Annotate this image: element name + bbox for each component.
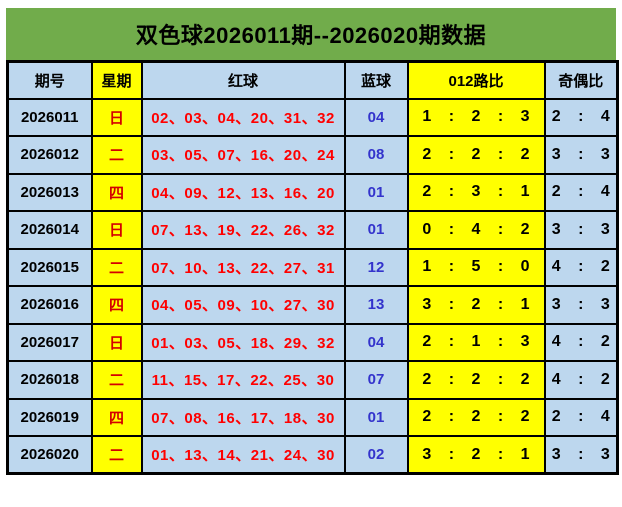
period-cell: 2026012 xyxy=(6,135,93,175)
period-cell: 2026018 xyxy=(6,360,93,400)
road-ratio-cell: 3 : 2 : 1 xyxy=(406,285,546,325)
weekday-cell: 四 xyxy=(90,285,143,325)
period-cell: 2026020 xyxy=(6,435,93,475)
table-row: 2026017 日 01、03、05、18、29、32 04 2 : 1 : 3… xyxy=(6,322,619,362)
road-ratio-cell: 2 : 3 : 1 xyxy=(406,172,546,212)
table-row: 2026018 二 11、15、17、22、25、30 07 2 : 2 : 2… xyxy=(6,360,619,400)
red-balls-cell: 03、05、07、16、20、24 xyxy=(140,135,346,175)
odd-even-cell: 3 : 3 xyxy=(543,435,619,475)
red-balls-cell: 07、13、19、22、26、32 xyxy=(140,210,346,250)
page-title: 双色球2026011期--2026020期数据 xyxy=(135,23,487,48)
odd-even-cell: 4 : 2 xyxy=(543,247,619,287)
period-cell: 2026014 xyxy=(6,210,93,250)
red-balls-cell: 04、09、12、13、16、20 xyxy=(140,172,346,212)
red-balls-cell: 01、13、14、21、24、30 xyxy=(140,435,346,475)
weekday-cell: 四 xyxy=(90,172,143,212)
odd-even-cell: 3 : 3 xyxy=(543,210,619,250)
blue-ball-cell: 02 xyxy=(343,435,409,475)
weekday-cell: 二 xyxy=(90,247,143,287)
col-header-blue-ball: 蓝球 xyxy=(343,60,409,100)
road-ratio-cell: 2 : 2 : 2 xyxy=(406,360,546,400)
road-ratio-cell: 2 : 2 : 2 xyxy=(406,397,546,437)
red-balls-cell: 04、05、09、10、27、30 xyxy=(140,285,346,325)
blue-ball-cell: 01 xyxy=(343,172,409,212)
weekday-cell: 二 xyxy=(90,360,143,400)
road-ratio-cell: 2 : 1 : 3 xyxy=(406,322,546,362)
blue-ball-cell: 01 xyxy=(343,210,409,250)
red-balls-cell: 02、03、04、20、31、32 xyxy=(140,97,346,137)
lottery-table: 期号 星期 红球 蓝球 012路比 奇偶比 2026011 日 02、03、04… xyxy=(6,60,619,475)
odd-even-cell: 3 : 3 xyxy=(543,135,619,175)
odd-even-cell: 2 : 4 xyxy=(543,172,619,212)
road-ratio-cell: 1 : 5 : 0 xyxy=(406,247,546,287)
blue-ball-cell: 07 xyxy=(343,360,409,400)
weekday-cell: 四 xyxy=(90,397,143,437)
period-cell: 2026013 xyxy=(6,172,93,212)
table-row: 2026016 四 04、05、09、10、27、30 13 3 : 2 : 1… xyxy=(6,285,619,325)
blue-ball-cell: 12 xyxy=(343,247,409,287)
weekday-cell: 日 xyxy=(90,97,143,137)
red-balls-cell: 07、10、13、22、27、31 xyxy=(140,247,346,287)
table-row: 2026011 日 02、03、04、20、31、32 04 1 : 2 : 3… xyxy=(6,97,619,137)
road-ratio-cell: 0 : 4 : 2 xyxy=(406,210,546,250)
blue-ball-cell: 01 xyxy=(343,397,409,437)
table-row: 2026019 四 07、08、16、17、18、30 01 2 : 2 : 2… xyxy=(6,397,619,437)
odd-even-cell: 4 : 2 xyxy=(543,360,619,400)
table-row: 2026013 四 04、09、12、13、16、20 01 2 : 3 : 1… xyxy=(6,172,619,212)
odd-even-cell: 2 : 4 xyxy=(543,397,619,437)
table-row: 2026015 二 07、10、13、22、27、31 12 1 : 5 : 0… xyxy=(6,247,619,287)
blue-ball-cell: 08 xyxy=(343,135,409,175)
table-row: 2026020 二 01、13、14、21、24、30 02 3 : 2 : 1… xyxy=(6,435,619,475)
table-row: 2026012 二 03、05、07、16、20、24 08 2 : 2 : 2… xyxy=(6,135,619,175)
period-cell: 2026019 xyxy=(6,397,93,437)
odd-even-cell: 4 : 2 xyxy=(543,322,619,362)
col-header-weekday: 星期 xyxy=(90,60,143,100)
blue-ball-cell: 04 xyxy=(343,322,409,362)
period-cell: 2026017 xyxy=(6,322,93,362)
red-balls-cell: 01、03、05、18、29、32 xyxy=(140,322,346,362)
lottery-data-sheet: 双色球2026011期--2026020期数据 期号 星期 红球 蓝球 012路… xyxy=(6,8,619,475)
weekday-cell: 二 xyxy=(90,435,143,475)
period-cell: 2026011 xyxy=(6,97,93,137)
col-header-period: 期号 xyxy=(6,60,93,100)
col-header-red-balls: 红球 xyxy=(140,60,346,100)
red-balls-cell: 07、08、16、17、18、30 xyxy=(140,397,346,437)
road-ratio-cell: 1 : 2 : 3 xyxy=(406,97,546,137)
weekday-cell: 日 xyxy=(90,210,143,250)
road-ratio-cell: 2 : 2 : 2 xyxy=(406,135,546,175)
period-cell: 2026016 xyxy=(6,285,93,325)
col-header-road-ratio: 012路比 xyxy=(406,60,546,100)
weekday-cell: 二 xyxy=(90,135,143,175)
header-row: 期号 星期 红球 蓝球 012路比 奇偶比 xyxy=(6,60,619,100)
odd-even-cell: 2 : 4 xyxy=(543,97,619,137)
blue-ball-cell: 13 xyxy=(343,285,409,325)
blue-ball-cell: 04 xyxy=(343,97,409,137)
weekday-cell: 日 xyxy=(90,322,143,362)
col-header-odd-even: 奇偶比 xyxy=(543,60,619,100)
period-cell: 2026015 xyxy=(6,247,93,287)
odd-even-cell: 3 : 3 xyxy=(543,285,619,325)
title-banner: 双色球2026011期--2026020期数据 xyxy=(6,8,616,60)
red-balls-cell: 11、15、17、22、25、30 xyxy=(140,360,346,400)
road-ratio-cell: 3 : 2 : 1 xyxy=(406,435,546,475)
table-row: 2026014 日 07、13、19、22、26、32 01 0 : 4 : 2… xyxy=(6,210,619,250)
